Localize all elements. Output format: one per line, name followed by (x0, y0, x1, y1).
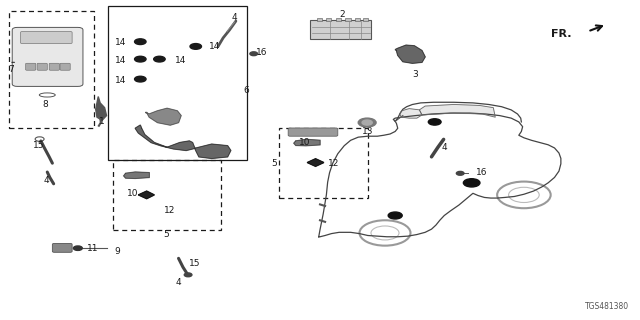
Polygon shape (419, 105, 495, 117)
Polygon shape (124, 172, 149, 178)
FancyBboxPatch shape (49, 63, 60, 70)
Bar (317, 18, 322, 21)
Text: 8: 8 (43, 100, 49, 109)
Circle shape (134, 56, 146, 62)
Bar (310, 20, 371, 39)
Polygon shape (138, 191, 154, 199)
Bar (108, 6, 246, 160)
Circle shape (184, 273, 192, 277)
Text: 4: 4 (176, 278, 181, 287)
Text: 10: 10 (127, 189, 138, 198)
Polygon shape (399, 108, 422, 118)
Text: 4: 4 (442, 143, 447, 152)
Text: 4: 4 (231, 13, 237, 22)
Circle shape (362, 120, 372, 125)
Bar (364, 18, 369, 21)
FancyBboxPatch shape (26, 63, 36, 70)
Text: 3: 3 (412, 70, 418, 79)
Text: 12: 12 (164, 206, 175, 215)
Polygon shape (307, 159, 324, 166)
Circle shape (134, 39, 146, 44)
FancyBboxPatch shape (37, 63, 47, 70)
Text: 5: 5 (163, 230, 169, 239)
Text: 5: 5 (271, 159, 276, 168)
Bar (113, 160, 221, 230)
Circle shape (463, 179, 480, 187)
Bar (346, 18, 351, 21)
Text: 15: 15 (189, 259, 201, 268)
Text: 12: 12 (328, 159, 339, 168)
Text: 2: 2 (339, 10, 345, 19)
Bar (9, 11, 94, 128)
Text: 11: 11 (88, 244, 99, 253)
Bar (355, 18, 360, 21)
Circle shape (74, 246, 83, 251)
Circle shape (428, 119, 441, 125)
Polygon shape (96, 97, 106, 120)
Circle shape (456, 172, 464, 175)
Circle shape (154, 56, 165, 62)
Circle shape (388, 212, 402, 219)
Polygon shape (294, 140, 320, 146)
Text: 14: 14 (115, 56, 126, 65)
Text: 16: 16 (256, 48, 268, 57)
Text: FR.: FR. (551, 29, 572, 39)
Text: 10: 10 (299, 138, 310, 147)
Text: 16: 16 (476, 168, 488, 177)
FancyBboxPatch shape (288, 128, 338, 136)
Text: 1: 1 (99, 117, 105, 126)
Text: 14: 14 (115, 76, 126, 85)
Text: 4: 4 (43, 176, 49, 185)
Circle shape (190, 44, 202, 49)
Text: 9: 9 (115, 246, 120, 256)
Text: 15: 15 (33, 141, 45, 150)
Bar (278, 128, 368, 198)
FancyBboxPatch shape (52, 244, 72, 252)
Text: 13: 13 (362, 127, 374, 136)
Text: 6: 6 (244, 86, 250, 95)
Text: 14: 14 (209, 42, 221, 51)
Polygon shape (145, 108, 181, 125)
FancyBboxPatch shape (12, 28, 83, 86)
Circle shape (358, 118, 376, 127)
FancyBboxPatch shape (20, 32, 72, 44)
Text: 14: 14 (115, 38, 126, 47)
FancyBboxPatch shape (60, 63, 70, 70)
Polygon shape (395, 45, 425, 63)
Circle shape (250, 52, 257, 56)
Text: TGS481380: TGS481380 (585, 302, 629, 311)
Text: 7: 7 (8, 65, 13, 74)
Polygon shape (135, 125, 231, 158)
Bar (336, 18, 341, 21)
Text: 14: 14 (175, 56, 187, 65)
Bar (326, 18, 332, 21)
Circle shape (134, 76, 146, 82)
